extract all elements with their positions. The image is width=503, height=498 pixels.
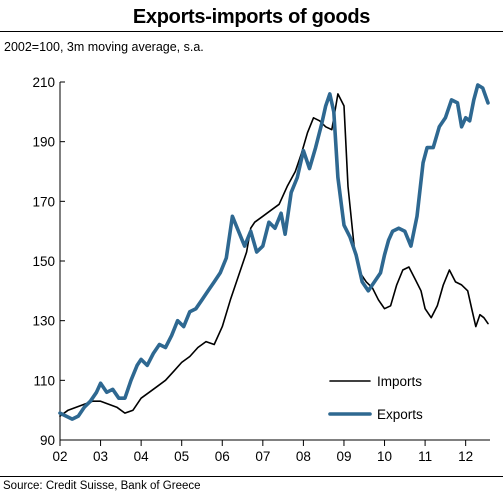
x-tick-label: 07	[255, 449, 270, 464]
y-tick-label: 90	[40, 433, 55, 448]
x-tick-label: 06	[215, 449, 230, 464]
x-tick-label: 10	[377, 449, 392, 464]
x-tick-label: 03	[93, 449, 108, 464]
title-rule	[0, 31, 503, 32]
chart-subtitle: 2002=100, 3m moving average, s.a.	[4, 40, 204, 54]
chart-title: Exports-imports of goods	[132, 6, 371, 28]
source-rule	[0, 476, 503, 477]
x-tick-label: 12	[458, 449, 473, 464]
legend-label-exports: Exports	[377, 407, 423, 422]
y-tick-label: 210	[32, 75, 55, 90]
y-tick-label: 150	[32, 254, 55, 269]
y-tick-label: 190	[32, 135, 55, 150]
x-tick-label: 08	[296, 449, 311, 464]
y-tick-label: 110	[33, 373, 55, 388]
x-tick-label: 11	[418, 449, 432, 464]
y-tick-label: 170	[32, 194, 55, 209]
x-tick-label: 02	[52, 449, 67, 464]
series-line-imports	[59, 93, 489, 417]
chart-source: Source: Credit Suisse, Bank of Greece	[3, 480, 201, 492]
x-tick-label: 09	[336, 449, 351, 464]
x-tick-label: 04	[134, 449, 150, 464]
y-tick-label: 130	[32, 314, 55, 329]
series-line-exports	[58, 83, 490, 421]
legend-label-imports: Imports	[377, 374, 422, 389]
x-tick-label: 05	[174, 449, 189, 464]
